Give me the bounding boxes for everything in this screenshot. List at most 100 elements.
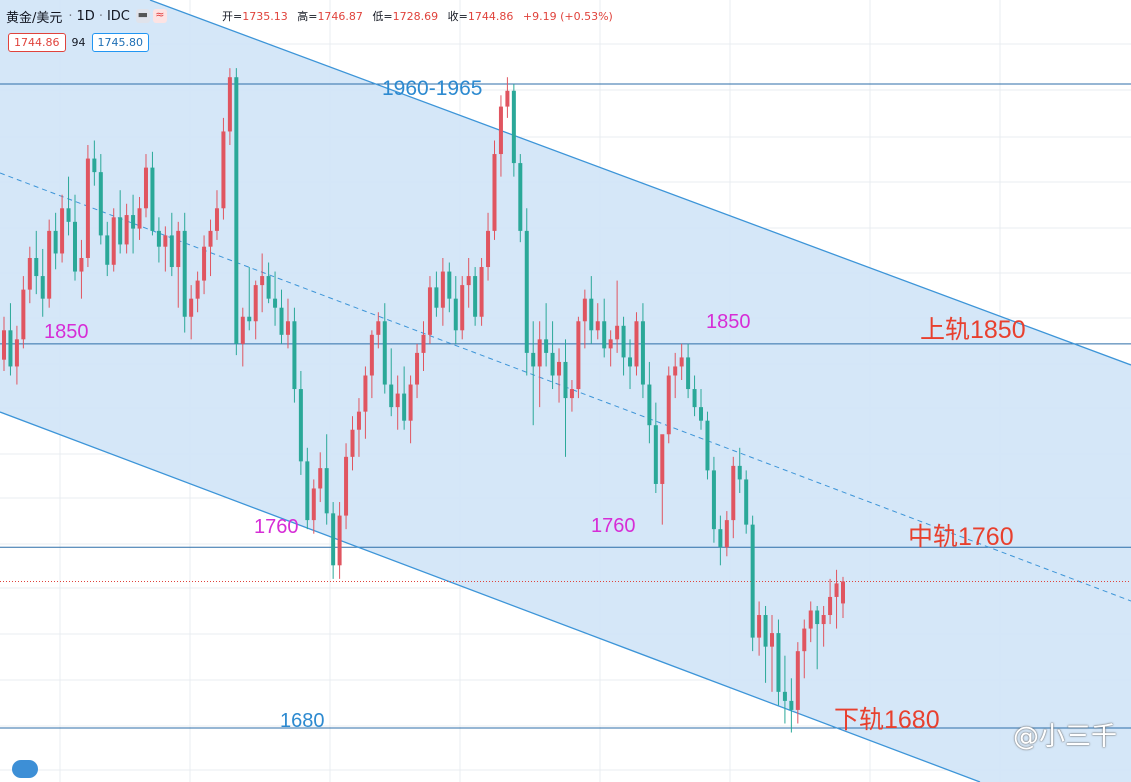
sell-price-button[interactable]: 1744.86: [8, 33, 66, 52]
candle: [531, 321, 536, 426]
candle-body: [234, 77, 239, 344]
candle: [156, 217, 161, 263]
candle: [640, 303, 645, 399]
candle: [718, 515, 723, 566]
candle: [14, 325, 19, 385]
candle: [511, 84, 516, 177]
ohlc-readout: 开=1735.13 高=1746.87 低=1728.69 收=1744.86 …: [222, 8, 613, 24]
candle-body: [285, 321, 290, 335]
candle: [621, 316, 626, 376]
candle-body: [298, 389, 303, 462]
interval-label[interactable]: 1D: [76, 8, 95, 24]
candle: [98, 154, 103, 245]
candle: [473, 267, 478, 326]
level-label-1760-mid: 1760: [591, 515, 636, 537]
candle-body: [66, 208, 71, 222]
tradingview-logo-icon[interactable]: [12, 760, 38, 778]
candle: [137, 196, 142, 240]
candle-body: [150, 167, 155, 231]
candle: [376, 312, 381, 349]
candle: [227, 68, 232, 146]
candle-body: [240, 316, 245, 344]
candle-body: [273, 298, 278, 308]
candle-body: [531, 352, 536, 367]
candle-body: [595, 321, 600, 331]
candle: [776, 619, 781, 706]
candle-body: [666, 375, 671, 435]
candle-body: [498, 106, 503, 155]
symbol-name[interactable]: 黄金/美元: [6, 10, 63, 26]
buy-price-button[interactable]: 1745.80: [91, 33, 149, 52]
candle-body: [176, 230, 181, 268]
candle: [208, 219, 213, 277]
candle-body: [563, 361, 568, 399]
candle: [298, 370, 303, 475]
candle: [595, 303, 600, 340]
candle: [92, 140, 97, 186]
candle-body: [356, 411, 361, 430]
candle-body: [214, 208, 219, 231]
candle-body: [557, 361, 562, 376]
candle: [563, 339, 568, 457]
candle-body: [841, 581, 845, 604]
candle-body: [479, 267, 484, 317]
candle: [2, 316, 6, 371]
candle: [440, 257, 445, 326]
candle-body: [389, 384, 394, 408]
candle-body: [376, 321, 381, 335]
candle-body: [279, 307, 284, 335]
channel-middle-label: 中轨1760: [908, 523, 1014, 551]
candle-body: [415, 352, 420, 385]
candle: [834, 569, 839, 629]
candle: [163, 226, 168, 272]
candle-body: [85, 158, 90, 258]
candle-body: [118, 217, 123, 245]
candle-body: [292, 321, 297, 390]
candle: [434, 271, 439, 317]
candle-body: [331, 513, 336, 566]
level-label-1760-left: 1760: [254, 516, 299, 538]
candle: [124, 203, 129, 254]
candle: [602, 298, 607, 358]
candle: [105, 221, 110, 277]
candle-body: [363, 375, 368, 412]
annotations: 1960-1965 1850 1850 1760 1760 1680 上轨185…: [44, 77, 1026, 734]
candle-body: [808, 610, 813, 629]
candle-body: [544, 339, 549, 353]
candle-body: [582, 298, 587, 322]
candle-body: [156, 230, 161, 247]
channel-upper-line: [149, 0, 1131, 366]
candle: [582, 289, 587, 349]
chart-header: 黄金/美元 · 1D · IDC ▬ ≈: [6, 6, 167, 26]
candle: [131, 194, 136, 254]
candle-body: [705, 420, 710, 471]
candle: [221, 117, 226, 220]
change-value: +9.19 (+0.53%): [522, 10, 613, 23]
candle-body: [737, 465, 742, 480]
candle-body: [208, 230, 213, 247]
candle: [85, 145, 90, 268]
candle-body: [569, 389, 574, 399]
candle: [72, 194, 77, 281]
candle: [537, 321, 542, 408]
compare-icon[interactable]: ≈: [152, 9, 167, 23]
low-label: 低=: [372, 10, 393, 23]
candle: [576, 316, 581, 399]
candle-body: [724, 520, 729, 548]
candle: [666, 366, 671, 444]
collapse-icon[interactable]: ▬: [135, 8, 150, 23]
candle: [660, 434, 665, 525]
candle-body: [344, 456, 349, 516]
candle-body: [821, 615, 826, 625]
candle-body: [337, 515, 342, 566]
candle: [27, 246, 32, 304]
candle: [202, 235, 207, 295]
candle-body: [447, 271, 452, 299]
candle-body: [608, 339, 613, 349]
candle: [673, 352, 678, 399]
candle: [79, 239, 84, 299]
candle-body: [324, 468, 329, 514]
candle-body: [782, 691, 787, 701]
candle: [240, 307, 245, 367]
